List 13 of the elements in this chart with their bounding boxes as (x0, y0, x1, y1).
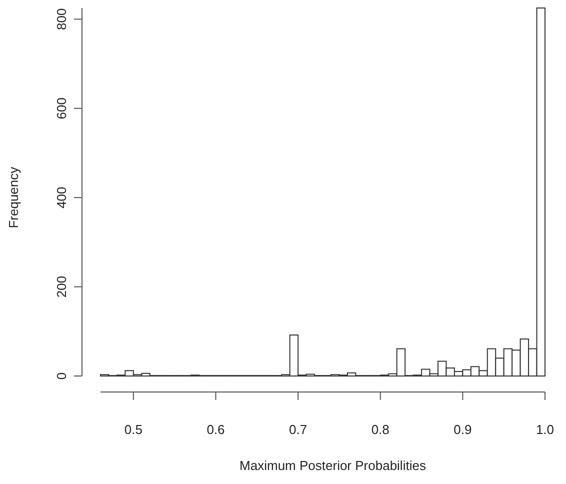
x-tick-label: 0.7 (289, 422, 308, 437)
y-axis-title: Frequency (6, 166, 21, 228)
x-tick-label: 1.0 (536, 422, 554, 437)
y-tick-label: 800 (54, 8, 69, 30)
x-tick-label: 0.6 (206, 422, 225, 437)
y-tick-label: 400 (54, 186, 69, 208)
x-tick-label: 0.9 (454, 422, 472, 437)
y-tick-label: 600 (54, 98, 69, 120)
x-axis-title: Maximum Posterior Probabilities (240, 458, 426, 473)
x-tick-label: 0.5 (124, 422, 142, 437)
y-tick-label: 0 (54, 372, 69, 380)
x-tick-label: 0.8 (371, 422, 390, 437)
y-tick-label: 200 (54, 276, 69, 298)
